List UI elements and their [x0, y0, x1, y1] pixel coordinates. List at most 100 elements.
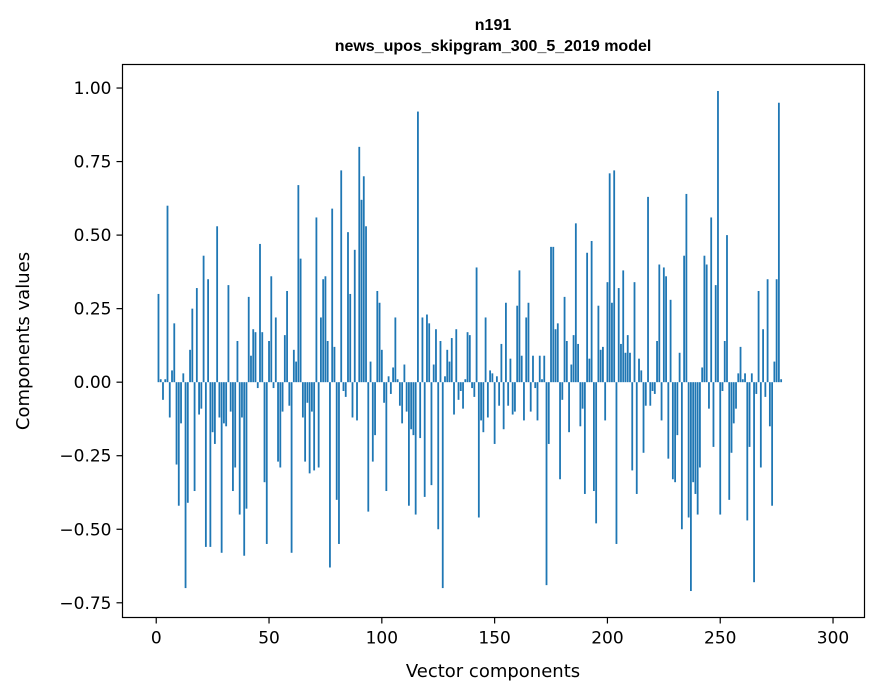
bar	[193, 382, 196, 492]
bar	[247, 296, 250, 383]
x-axis-ticks: 0 50 100 150 200 250 300	[151, 617, 849, 649]
bar	[281, 382, 284, 412]
bar	[423, 382, 426, 497]
bar	[556, 323, 559, 383]
bar	[730, 382, 733, 453]
bar	[259, 243, 261, 383]
bar	[726, 235, 728, 383]
bar	[669, 299, 672, 383]
bar	[385, 382, 388, 492]
bar	[272, 382, 275, 389]
bar	[477, 382, 480, 518]
bar	[615, 382, 618, 544]
y-tick-label: −0.75	[59, 594, 111, 614]
bar	[268, 341, 270, 383]
bar	[568, 382, 570, 433]
bar	[611, 302, 613, 383]
bar	[581, 382, 584, 409]
bar	[405, 382, 408, 412]
bar	[552, 246, 555, 383]
bar	[387, 376, 390, 383]
bar	[554, 329, 557, 383]
bar	[541, 379, 543, 383]
bar	[656, 341, 658, 383]
bar	[753, 382, 755, 583]
bar	[768, 382, 771, 427]
bar	[676, 382, 679, 436]
bar	[574, 223, 577, 383]
bar	[157, 293, 160, 383]
bar	[748, 382, 751, 447]
bar	[304, 382, 307, 462]
bar	[491, 373, 494, 383]
bar	[234, 382, 237, 468]
y-tick-label: 0.75	[74, 153, 112, 173]
bar	[236, 341, 239, 383]
bar	[347, 232, 349, 383]
bar	[592, 382, 595, 492]
bar	[241, 382, 243, 418]
bar	[437, 382, 440, 530]
bar	[171, 370, 173, 383]
bar	[398, 382, 401, 406]
bar	[604, 382, 607, 421]
bar	[308, 382, 311, 474]
bar	[360, 199, 363, 383]
bar	[617, 288, 620, 383]
bar	[414, 382, 417, 515]
bar	[186, 382, 189, 503]
bar	[401, 382, 404, 424]
bar	[297, 185, 300, 383]
bar	[371, 382, 374, 462]
bar	[421, 317, 424, 383]
bar	[640, 370, 643, 383]
x-tick-label: 250	[704, 629, 736, 649]
bar	[746, 382, 749, 521]
bar	[714, 285, 717, 383]
bar	[320, 317, 322, 383]
x-tick-label: 150	[478, 629, 510, 649]
bar	[561, 382, 564, 400]
bar	[383, 382, 385, 403]
bar	[301, 382, 304, 418]
bar	[365, 226, 367, 383]
bar	[565, 341, 568, 383]
bar	[475, 267, 478, 383]
bar	[647, 196, 649, 383]
bar	[396, 379, 399, 383]
bar	[164, 379, 167, 383]
bar	[728, 382, 731, 500]
bar	[446, 349, 449, 383]
bar	[629, 352, 631, 383]
bar	[538, 355, 541, 383]
bar	[182, 373, 185, 383]
bar	[545, 382, 548, 586]
plot-frame	[121, 63, 866, 619]
x-tick-label: 100	[366, 629, 398, 649]
bar	[602, 346, 604, 383]
bar	[484, 317, 487, 383]
bar	[570, 364, 573, 383]
bar	[480, 382, 482, 421]
y-tick-label: 0.00	[74, 373, 112, 393]
bar	[459, 382, 462, 391]
bar	[195, 288, 198, 383]
bar	[482, 382, 485, 433]
bar	[773, 361, 776, 383]
bar	[238, 382, 241, 515]
bar	[444, 376, 446, 383]
bar	[608, 173, 611, 383]
bar	[473, 382, 476, 397]
bar	[532, 355, 534, 383]
bar	[638, 358, 640, 383]
bar	[376, 290, 379, 383]
bar	[662, 267, 665, 383]
bar	[471, 382, 473, 389]
bar	[685, 193, 688, 383]
bar	[394, 317, 397, 383]
bar	[166, 205, 169, 383]
bar	[721, 382, 724, 391]
bar	[613, 170, 616, 383]
x-axis-label: Vector components	[406, 661, 580, 682]
bar	[606, 282, 609, 383]
